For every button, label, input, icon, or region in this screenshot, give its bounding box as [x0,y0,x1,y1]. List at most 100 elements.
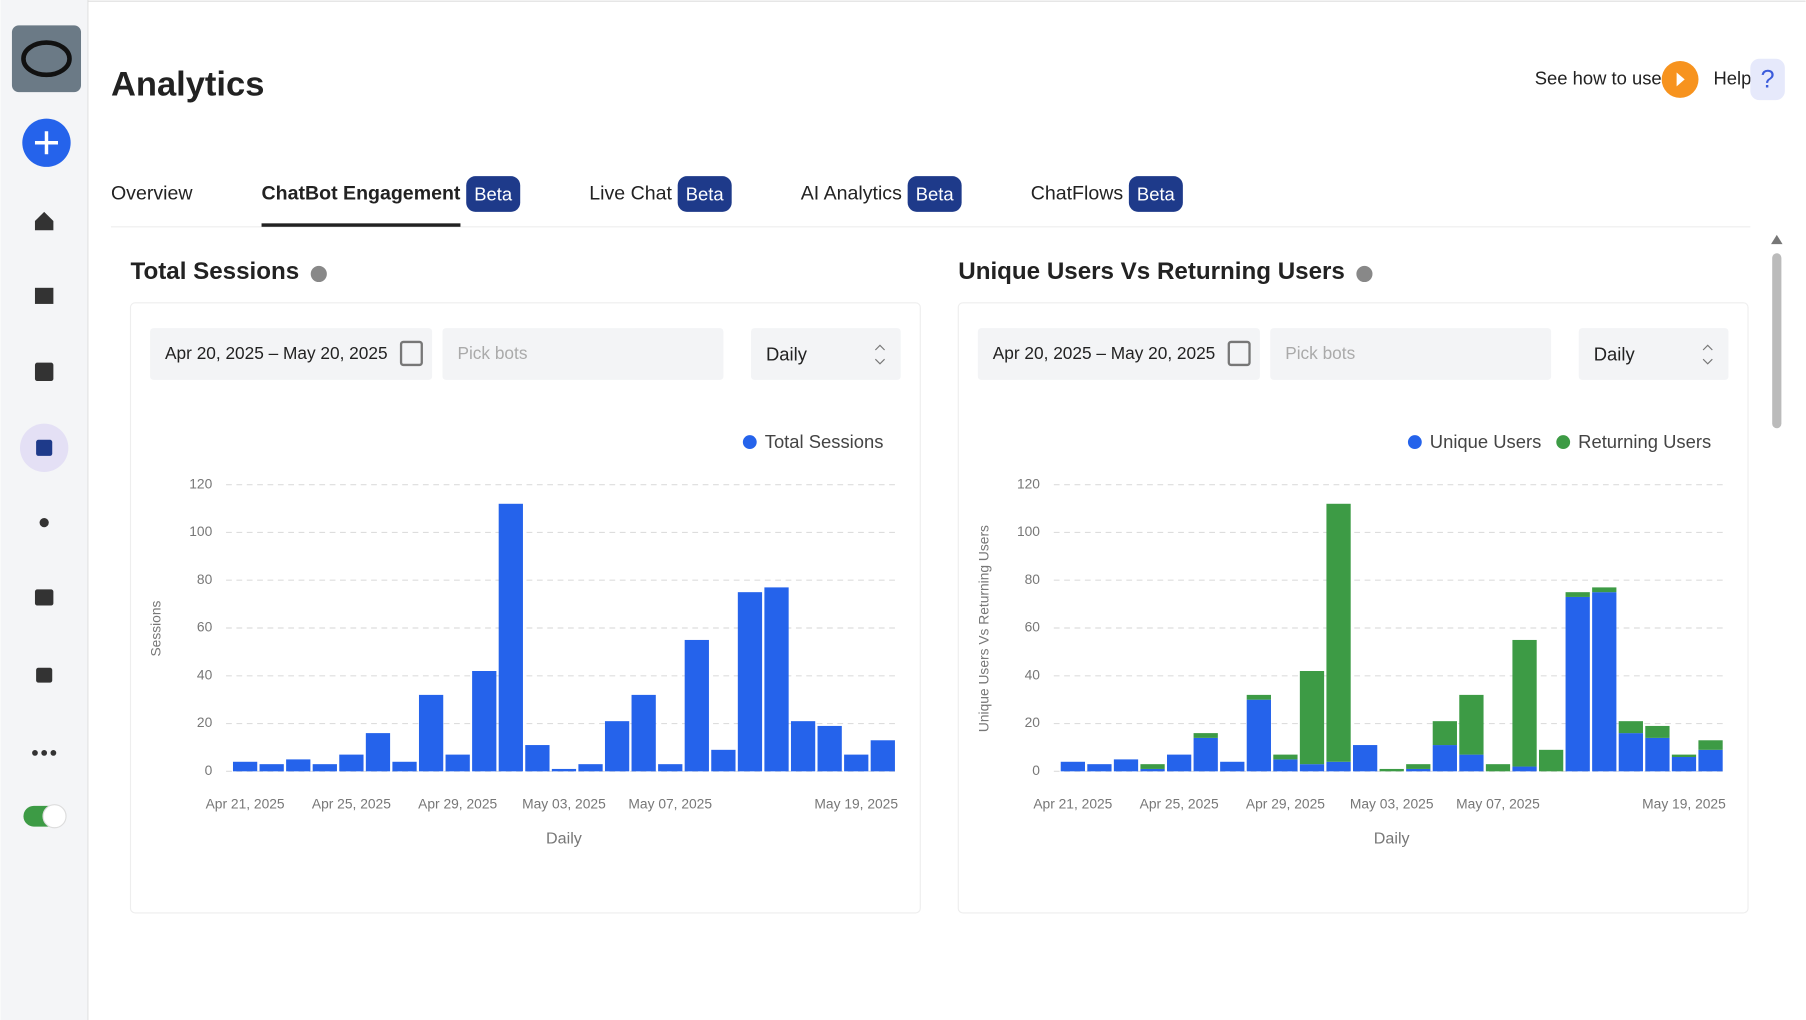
bar [1618,733,1643,772]
x-tick-label: Apr 29, 2025 [418,795,497,811]
x-tick-label: Apr 21, 2025 [206,795,285,811]
analytics-icon[interactable] [36,439,53,456]
logo-mark [21,40,72,78]
info-icon[interactable] [310,265,327,283]
bar [1645,737,1670,772]
chart-title: Unique Users Vs Returning Users [958,258,1345,285]
date-range: Apr 20, 2025 – May 20, 2025 [993,343,1216,363]
y-tick-label: 120 [189,475,212,491]
info-icon[interactable] [1356,265,1373,283]
bar [764,587,789,772]
bar [790,721,816,772]
y-tick-label: 60 [1025,619,1041,635]
bar [1299,764,1325,772]
date-range: Apr 20, 2025 – May 20, 2025 [165,343,388,363]
tab-label[interactable]: Live Chat [589,183,672,205]
bar [232,761,258,772]
scroll-up[interactable] [1771,234,1783,245]
interval-select[interactable] [751,328,901,380]
y-tick-label: 20 [1025,714,1041,730]
bar [1113,759,1139,772]
bar [1193,737,1218,772]
y-tick-label: 20 [197,714,213,730]
bar [445,754,470,772]
inbox-icon[interactable] [34,589,54,606]
bar [1273,754,1298,760]
date-range-input[interactable] [977,328,1260,380]
bar [658,764,683,772]
bots-input[interactable] [1270,328,1552,380]
logo[interactable] [11,25,82,93]
help-icon: ? [1761,65,1775,93]
home-icon[interactable] [34,211,54,231]
beta-badge-label: Beta [474,184,513,205]
y-tick-label: 100 [1017,523,1040,539]
bar [817,725,842,772]
bar [1565,596,1590,772]
bar [1512,766,1537,772]
bar [1698,749,1723,772]
bar [1592,592,1617,772]
y-axis-label: Unique Users Vs Returning Users [975,525,991,732]
date-range-input[interactable] [150,328,433,380]
bar [1220,761,1245,772]
help-link[interactable]: Help [1713,67,1751,88]
bar [339,754,364,772]
plus-icon [34,131,58,155]
y-tick-label: 120 [1017,475,1040,491]
y-axis-label: Sessions [148,600,164,656]
bar [1193,733,1218,738]
y-tick-label: 80 [1025,571,1041,587]
bar [604,721,630,772]
bar [1379,768,1404,772]
interval: Daily [1594,344,1636,365]
bar [1406,768,1431,772]
x-tick-label: May 19, 2025 [814,795,898,811]
bar [1485,764,1511,772]
bar [498,503,523,772]
help-button[interactable] [1750,58,1785,101]
tab-label[interactable]: AI Analytics [801,183,902,205]
legend-swatch [742,435,757,449]
how-to-link[interactable]: See how to use [1535,67,1662,88]
bar [392,761,417,772]
legend-label: Total Sessions [765,431,884,452]
bar [1671,756,1697,772]
bar [551,768,577,772]
sidebar [0,0,88,1020]
y-tick-label: 40 [1025,666,1041,682]
x-axis-label: Daily [546,830,583,848]
bar [1698,740,1723,750]
interval-select[interactable] [1578,328,1729,380]
toggle-knob [42,804,67,829]
calendar-icon [1227,340,1251,367]
bar [684,639,709,772]
tab-label[interactable]: Overview [111,183,193,205]
flow-icon[interactable] [34,287,54,304]
x-tick-label: May 03, 2025 [522,795,606,811]
bar [1592,587,1617,593]
tab-label[interactable]: ChatFlows [1031,183,1124,205]
calendar-icon [399,340,423,367]
tab-label[interactable]: ChatBot Engagement [262,183,461,205]
y-tick-label: 0 [1032,762,1040,778]
beta-badge-label: Beta [916,184,955,205]
x-tick-label: Apr 25, 2025 [312,795,391,811]
scrollbar-thumb[interactable] [1772,253,1782,429]
bots-placeholder: Pick bots [1285,343,1355,363]
bar [418,694,444,772]
legend-swatch [1407,435,1422,449]
bar [1671,754,1697,757]
more-icon[interactable] [32,750,57,756]
legend-label: Unique Users [1430,431,1542,452]
bar [631,694,656,772]
import-icon[interactable] [34,362,54,382]
lock-icon[interactable] [36,667,53,683]
legend-swatch [1556,435,1571,449]
x-tick-label: Apr 21, 2025 [1033,795,1112,811]
beta-badge [466,176,521,212]
bots-input[interactable] [442,328,724,380]
team-icon[interactable] [39,518,49,528]
